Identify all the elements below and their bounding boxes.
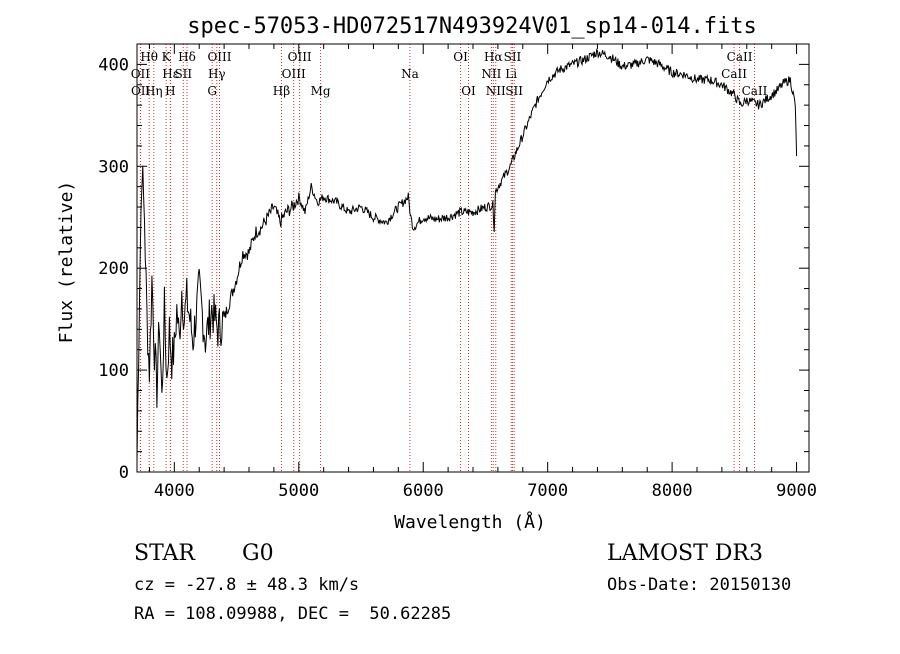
spectral-line-label: CaII <box>727 50 753 64</box>
chart-title: spec-57053-HD072517N493924V01_sp14-014.f… <box>187 14 757 39</box>
spectral-line-label: NII <box>486 84 506 98</box>
y-tick-label: 300 <box>98 157 129 177</box>
spectral-line-label: CaII <box>721 67 747 81</box>
x-tick-label: 4000 <box>154 481 195 501</box>
spectral-line-label: OI <box>461 84 476 98</box>
redshift-cz: cz = -27.8 ± 48.3 km/s <box>134 575 359 595</box>
y-tick-label: 100 <box>98 361 129 381</box>
coordinates: RA = 108.09988, DEC = 50.62285 <box>134 604 451 624</box>
spectral-line-label: Hα <box>484 50 503 64</box>
y-tick-label: 200 <box>98 259 129 279</box>
spectral-line-label: Hγ <box>208 67 226 81</box>
spectral-line-label: Hβ <box>273 84 290 98</box>
spectral-line-label: OII <box>131 67 151 81</box>
object-subclass: G0 <box>242 541 274 566</box>
spectral-line-label: Li <box>505 67 517 81</box>
spectral-line-label: NII <box>481 67 501 81</box>
x-tick-label: 5000 <box>278 481 319 501</box>
spectrum-series <box>136 48 798 463</box>
obs-date: Obs-Date: 20150130 <box>607 575 791 595</box>
x-tick-label: 8000 <box>652 481 693 501</box>
spectral-line-label: Hε <box>162 67 179 81</box>
spectral-line-label: OIII <box>288 50 312 64</box>
spectral-line-label: OIII <box>282 67 306 81</box>
object-class: STAR <box>134 541 196 566</box>
x-tick-label: 9000 <box>776 481 817 501</box>
x-tick-label: 7000 <box>527 481 568 501</box>
spectral-line-label: OI <box>453 50 468 64</box>
y-tick-label: 400 <box>98 55 129 75</box>
spectral-line-labels: Hθ OII OII Hε Hη K H SII Hδ OIII Hγ G Hβ OIII OIII Mg Na… <box>131 50 768 98</box>
spectral-line-markers <box>139 44 755 472</box>
spectral-line-label: SII <box>505 84 523 98</box>
spectral-line-label: Mg <box>311 84 331 98</box>
spectral-line-label: OIII <box>207 50 231 64</box>
spectral-line-label: K <box>162 50 172 64</box>
spectral-line-label: Hθ <box>140 50 158 64</box>
plot-frame <box>136 43 810 473</box>
spectral-line-label: OII <box>131 84 151 98</box>
x-axis-label: Wavelength (Å) <box>394 511 546 533</box>
spectral-line-label: SII <box>174 67 192 81</box>
y-axis-ticks: 0 100 200 300 400 <box>98 43 809 483</box>
spectral-line-label: Na <box>401 67 419 81</box>
spectral-line-label: Hη <box>145 84 163 98</box>
spectral-line-label: SII <box>504 50 522 64</box>
survey-name: LAMOST DR3 <box>607 541 763 566</box>
x-axis-ticks: 4000 5000 6000 7000 8000 9000 <box>148 44 817 501</box>
x-tick-label: 6000 <box>403 481 444 501</box>
y-axis-label: Flux (relative) <box>56 181 77 344</box>
spectrum-line <box>136 48 798 463</box>
y-tick-label: 0 <box>119 463 129 483</box>
spectral-line-label: CaII <box>742 84 768 98</box>
spectral-line-label: G <box>207 84 217 98</box>
spectral-line-label: H <box>165 84 175 98</box>
spectral-line-label: Hδ <box>178 50 196 64</box>
